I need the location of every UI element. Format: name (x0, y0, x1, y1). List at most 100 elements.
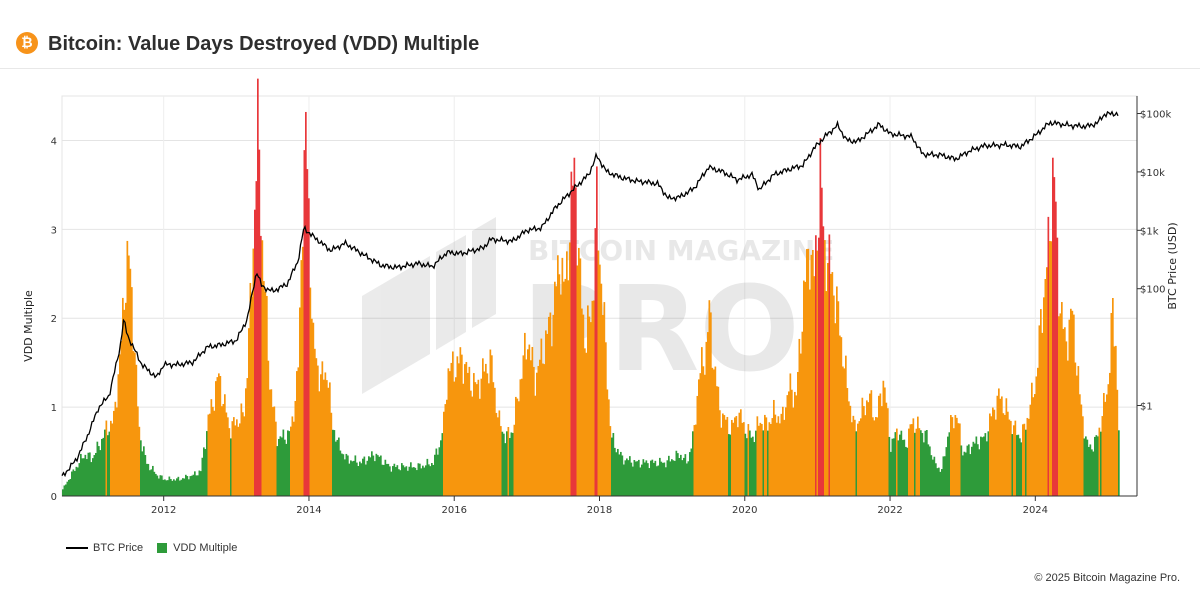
vdd-bar (243, 416, 246, 496)
vdd-bar (693, 425, 696, 496)
vdd-bar (419, 463, 421, 496)
vdd-bar (480, 378, 483, 496)
vdd-bar (596, 166, 598, 496)
vdd-bar (180, 479, 183, 496)
vdd-bar (1082, 416, 1084, 496)
vdd-bar (576, 265, 579, 496)
vdd-bar (713, 369, 715, 496)
vdd-multiple-chart[interactable]: BITCOIN MAGAZINE PRO 0 1 2 3 4 $1 $100 $1k $10k $… (0, 70, 1200, 588)
vdd-bar (242, 412, 244, 496)
vdd-bar (435, 448, 438, 496)
vdd-bar (66, 481, 69, 496)
vdd-bar (185, 474, 187, 496)
vdd-bar (341, 453, 343, 496)
vdd-bar (648, 468, 651, 496)
vdd-bar (228, 428, 231, 496)
vdd-bar (344, 459, 346, 496)
vdd-bar (726, 416, 729, 496)
vdd-bar (1008, 419, 1011, 496)
vdd-bar (777, 416, 780, 496)
vdd-bar (461, 354, 463, 496)
vdd-bar (890, 451, 892, 496)
vdd-bar (942, 456, 945, 496)
vdd-bar (1007, 411, 1009, 496)
vdd-bar (315, 358, 318, 496)
vdd-bar (980, 436, 982, 496)
vdd-bar (528, 344, 531, 496)
vdd-bar (167, 480, 169, 496)
vdd-bar (527, 349, 529, 496)
vdd-bar (914, 432, 916, 496)
vdd-bar (770, 423, 772, 496)
vdd-bar (1056, 237, 1059, 496)
vdd-bar (198, 470, 201, 496)
vdd-bar (440, 440, 442, 496)
vdd-bar (567, 280, 570, 496)
vdd-bar (989, 413, 991, 496)
vdd-bar (146, 463, 148, 496)
vdd-bar (623, 464, 625, 496)
vdd-bar (431, 463, 433, 496)
vdd-bar (669, 461, 672, 496)
x-tick-label: 2016 (442, 505, 467, 516)
vdd-bar (801, 331, 804, 496)
y-left-tick-label: 4 (51, 136, 57, 147)
vdd-bar (134, 352, 136, 496)
vdd-bar (911, 424, 913, 496)
vdd-bar (411, 467, 414, 496)
vdd-bar (393, 463, 396, 496)
vdd-bar (848, 401, 850, 496)
vdd-bar (141, 451, 144, 496)
vdd-bar (941, 469, 943, 496)
vdd-bar (791, 389, 793, 496)
legend-item-btc-price[interactable]: BTC Price (66, 542, 143, 554)
vdd-bar (609, 426, 612, 496)
x-tick-label: 2018 (587, 505, 612, 516)
vdd-bar (950, 415, 952, 496)
vdd-bar (1055, 201, 1057, 496)
vdd-bar (75, 466, 78, 496)
vdd-bar (329, 382, 331, 496)
x-tick-label: 2012 (151, 505, 176, 516)
vdd-bar (915, 428, 918, 496)
vdd-bar (968, 444, 970, 496)
vdd-bar (881, 406, 883, 496)
vdd-bar (251, 296, 253, 496)
vdd-bar (449, 371, 451, 496)
vdd-bar (1025, 429, 1027, 496)
vdd-bar (147, 463, 150, 496)
vdd-bar (768, 422, 771, 496)
y-right-tick-label: $1 (1140, 401, 1153, 412)
vdd-bar (444, 404, 447, 496)
vdd-bar (1110, 312, 1113, 496)
vdd-bar (764, 414, 766, 496)
vdd-bar (470, 390, 472, 496)
y-left-tick-label: 0 (51, 492, 57, 503)
vdd-bar (417, 463, 420, 496)
vdd-bar (1010, 420, 1012, 496)
vdd-bar (432, 464, 435, 496)
vdd-bar (194, 471, 196, 496)
vdd-bar (561, 257, 564, 496)
vdd-bar (1092, 451, 1095, 496)
vdd-bar (143, 446, 145, 496)
vdd-bar (566, 251, 568, 496)
vdd-bar (920, 430, 922, 496)
vdd-bar (1112, 298, 1114, 496)
vdd-bar (852, 415, 855, 496)
vdd-bar (218, 373, 220, 496)
vdd-bar (1103, 393, 1105, 496)
vdd-bar (1005, 398, 1008, 496)
header: ₿ Bitcoin: Value Days Destroyed (VDD) Mu… (0, 0, 1200, 69)
legend-item-vdd-multiple[interactable]: VDD Multiple (157, 542, 237, 554)
vdd-bar (681, 460, 684, 496)
vdd-bar (1016, 435, 1018, 496)
vdd-bar (536, 372, 538, 496)
vdd-bar (987, 431, 990, 496)
vdd-bar (213, 410, 216, 496)
vdd-bar (830, 273, 832, 496)
vdd-bar (1065, 341, 1068, 496)
y-right-tick-label: $1k (1140, 226, 1159, 237)
vdd-bar (906, 447, 909, 496)
vdd-bar (795, 395, 798, 496)
